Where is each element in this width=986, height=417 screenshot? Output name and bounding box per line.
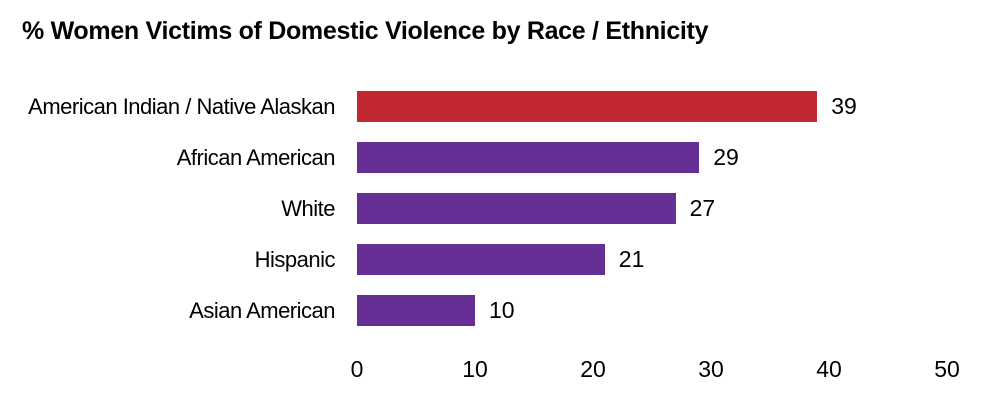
bar [357, 193, 676, 224]
value-label: 29 [713, 144, 739, 170]
bar-area: 10 [357, 295, 515, 326]
bar-row: Hispanic 21 [0, 234, 986, 285]
category-label: Asian American [189, 297, 335, 323]
category-label: American Indian / Native Alaskan [28, 93, 335, 119]
chart-title: % Women Victims of Domestic Violence by … [22, 17, 709, 45]
bar [357, 91, 818, 122]
bar-area: 21 [357, 244, 644, 275]
x-tick-label: 0 [350, 356, 364, 382]
bar-row: American Indian / Native Alaskan 39 [0, 81, 986, 132]
category-label: Hispanic [254, 246, 336, 272]
bar-area: 27 [357, 193, 715, 224]
bar-row: African American 29 [0, 132, 986, 183]
x-tick-label: 30 [698, 356, 724, 382]
value-label: 10 [489, 297, 515, 323]
bar-area: 29 [357, 142, 739, 173]
bar-area: 39 [357, 91, 857, 122]
x-tick-label: 40 [816, 356, 842, 382]
x-tick-label: 20 [580, 356, 606, 382]
bar [357, 295, 475, 326]
bar [357, 142, 700, 173]
bar [357, 244, 605, 275]
bar-row: Asian American 10 [0, 285, 986, 336]
value-label: 21 [618, 246, 645, 272]
value-label: 39 [831, 93, 857, 119]
x-tick-label: 50 [934, 356, 960, 382]
category-label: African American [176, 144, 336, 170]
category-label: White [281, 195, 335, 221]
bar-row: White 27 [0, 183, 986, 234]
x-axis: 0 10 20 30 40 50 [351, 356, 960, 384]
x-tick-label: 10 [462, 356, 488, 382]
bars-container: American Indian / Native Alaskan 39 Africa… [0, 81, 986, 336]
value-label: 27 [689, 195, 716, 221]
